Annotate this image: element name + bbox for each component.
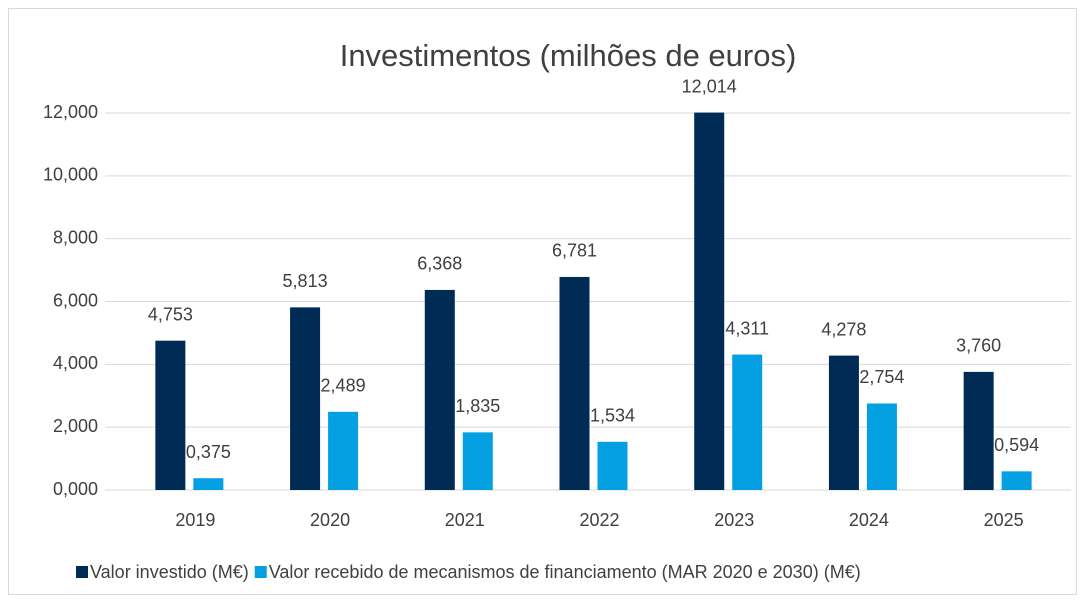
data-label: 1,534 xyxy=(590,406,635,426)
bar xyxy=(193,478,224,490)
data-label: 6,368 xyxy=(417,254,462,274)
bar xyxy=(462,432,493,490)
legend-swatch xyxy=(76,566,88,578)
data-label: 4,278 xyxy=(821,319,866,339)
y-tick-label: 4,000 xyxy=(53,353,98,373)
chart-title: Investimentos (milhões de euros) xyxy=(340,38,797,73)
x-tick-label: 2019 xyxy=(175,510,215,530)
legend-label: Valor investido (M€) xyxy=(90,562,249,582)
bar xyxy=(963,371,994,490)
data-label: 1,835 xyxy=(455,396,500,416)
bar xyxy=(424,289,455,490)
data-label: 0,594 xyxy=(994,435,1039,455)
data-label: 5,813 xyxy=(283,271,328,291)
data-label: 6,781 xyxy=(552,241,597,261)
x-tick-label: 2022 xyxy=(579,510,619,530)
y-tick-label: 2,000 xyxy=(53,416,98,436)
legend-swatch xyxy=(254,566,267,578)
bar xyxy=(1001,471,1032,490)
data-label: 0,375 xyxy=(186,442,231,462)
data-label: 4,311 xyxy=(725,318,769,338)
bar xyxy=(597,441,628,490)
y-tick-label: 6,000 xyxy=(53,290,98,310)
x-tick-label: 2021 xyxy=(445,510,485,530)
bar xyxy=(290,307,321,490)
bar xyxy=(694,112,725,490)
bar xyxy=(828,355,859,490)
x-tick-label: 2023 xyxy=(714,510,754,530)
data-label: 3,760 xyxy=(956,336,1001,356)
x-tick-label: 2020 xyxy=(310,510,350,530)
x-tick-label: 2025 xyxy=(984,510,1024,530)
bar xyxy=(866,403,897,490)
bar xyxy=(559,276,590,490)
bar xyxy=(328,411,359,490)
data-label: 12,014 xyxy=(682,76,737,96)
data-label: 2,754 xyxy=(859,367,904,387)
y-tick-label: 8,000 xyxy=(53,227,98,247)
x-tick-label: 2024 xyxy=(849,510,889,530)
data-label: 4,753 xyxy=(148,304,193,324)
data-label: 2,489 xyxy=(321,376,366,396)
bar xyxy=(732,354,763,490)
y-tick-label: 0,000 xyxy=(53,479,98,499)
y-tick-label: 12,000 xyxy=(43,102,98,122)
y-tick-label: 10,000 xyxy=(43,165,98,185)
legend-label: Valor recebido de mecanismos de financia… xyxy=(269,562,861,582)
bar xyxy=(155,340,186,490)
